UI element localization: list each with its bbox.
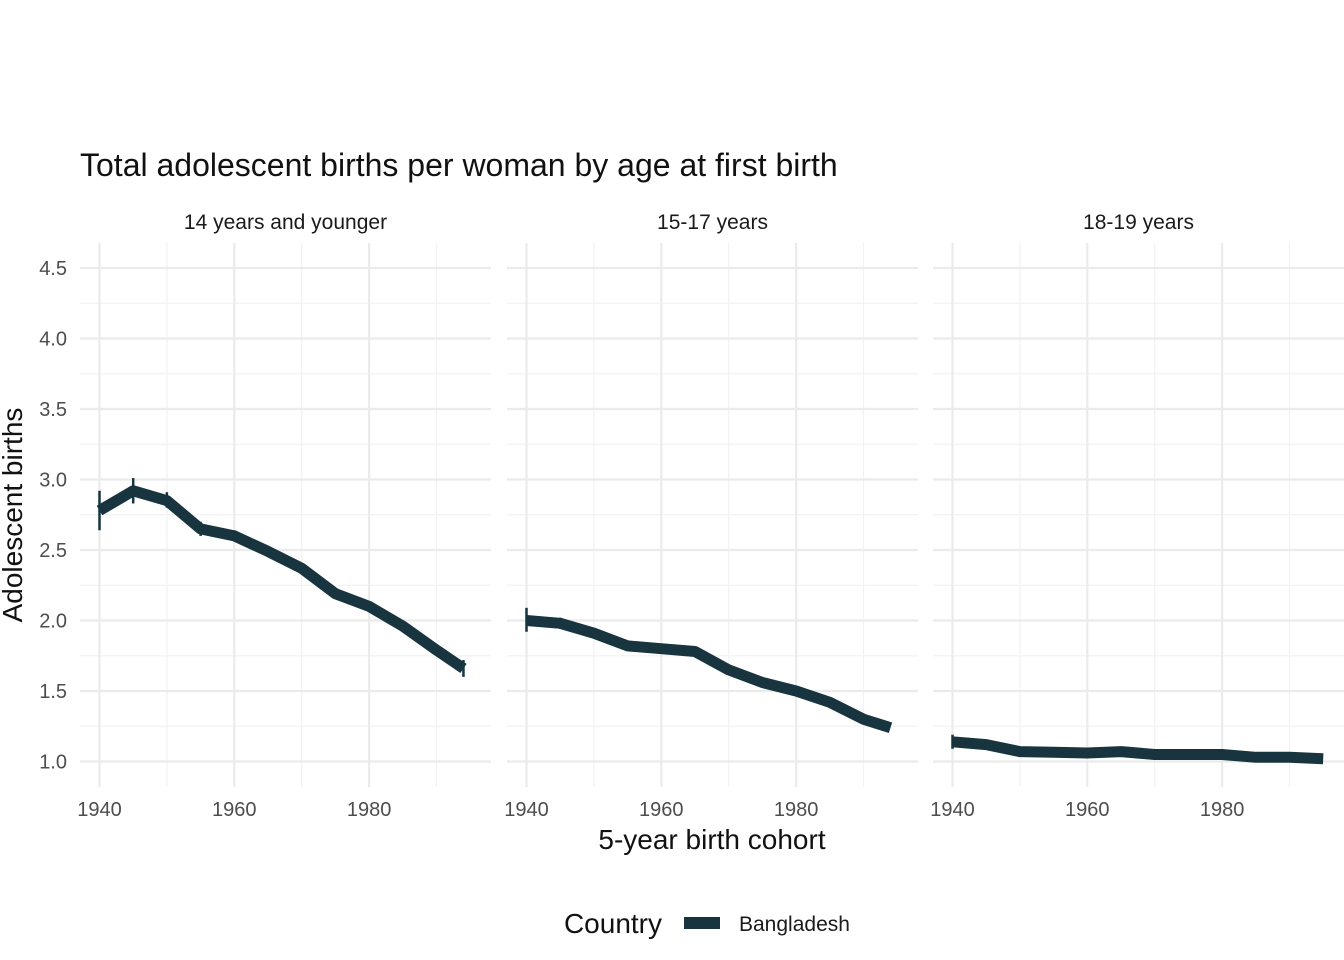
facet-strip-label: 15-17 years bbox=[657, 211, 768, 234]
x-tick-label: 1940 bbox=[77, 799, 122, 821]
facet-strip-label: 18-19 years bbox=[1083, 211, 1194, 234]
y-tick-label: 3.5 bbox=[39, 399, 67, 421]
x-tick-label: 1980 bbox=[347, 799, 392, 821]
legend-label-bangladesh: Bangladesh bbox=[739, 913, 850, 936]
y-tick-label: 3.0 bbox=[39, 470, 67, 492]
facet-strip-label: 14 years and younger bbox=[184, 211, 387, 234]
legend-title: Country bbox=[564, 908, 662, 939]
y-axis-ticks: 1.0 1.5 2.0 2.5 3.0 3.5 4.0 4.5 bbox=[39, 258, 67, 774]
series-line-bangladesh bbox=[526, 615, 893, 733]
y-tick-label: 2.0 bbox=[39, 611, 67, 633]
y-tick-label: 1.5 bbox=[39, 681, 67, 703]
series-line-bangladesh bbox=[952, 736, 1324, 765]
x-tick-label: 1980 bbox=[1200, 799, 1245, 821]
x-tick-label: 1940 bbox=[930, 799, 975, 821]
x-tick-label: 1960 bbox=[212, 799, 257, 821]
x-axis-title: 5-year birth cohort bbox=[598, 824, 825, 855]
y-axis-title: Adolescent births bbox=[0, 408, 28, 623]
y-tick-label: 4.5 bbox=[39, 258, 67, 280]
facet-panel: 15-17 years 1940 1960 1980 bbox=[504, 211, 918, 821]
y-tick-label: 2.5 bbox=[39, 540, 67, 562]
facet-panel: 14 years and younger 1940 1960 1980 bbox=[77, 211, 491, 821]
chart-title: Total adolescent births per woman by age… bbox=[80, 147, 838, 183]
x-tick-label: 1960 bbox=[639, 799, 684, 821]
series-line-bangladesh bbox=[96, 485, 467, 673]
y-tick-label: 1.0 bbox=[39, 752, 67, 774]
x-tick-label: 1980 bbox=[774, 799, 819, 821]
facet-panel: 18-19 years 1940 1960 1980 bbox=[930, 211, 1344, 821]
x-tick-label: 1960 bbox=[1065, 799, 1110, 821]
x-tick-label: 1940 bbox=[504, 799, 549, 821]
y-tick-label: 4.0 bbox=[39, 329, 67, 351]
legend: Country Bangladesh bbox=[564, 908, 850, 939]
legend-key-bangladesh bbox=[684, 917, 720, 929]
